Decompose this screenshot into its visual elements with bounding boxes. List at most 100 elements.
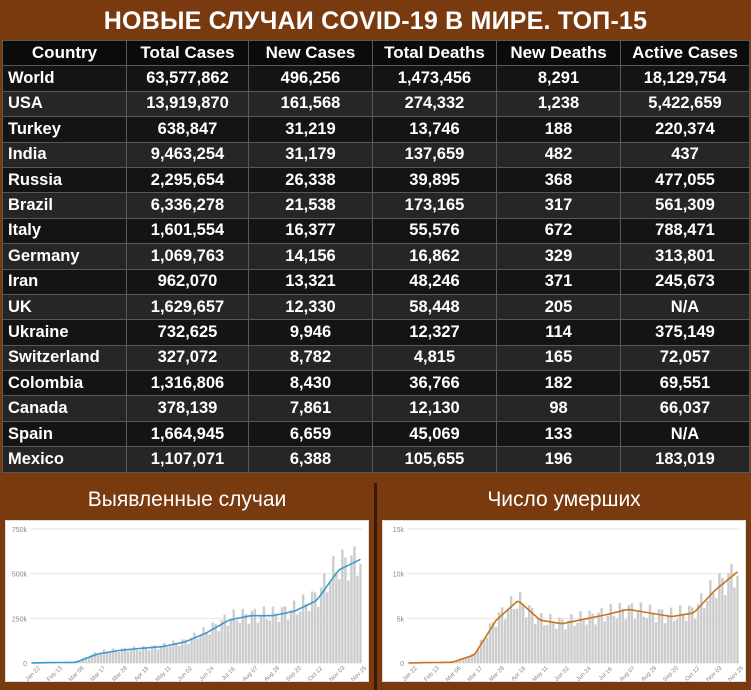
chart-bar [549, 614, 552, 663]
chart-bar [684, 620, 688, 663]
chart-bar [657, 608, 661, 663]
chart-bar [721, 577, 724, 663]
y-tick-label: 10k [393, 572, 405, 579]
chart-bar [250, 610, 254, 663]
cell-active-cases: N/A [620, 293, 750, 321]
chart-bar [509, 596, 513, 663]
chart-bar [528, 605, 531, 663]
cell-total-deaths: 36,766 [372, 370, 497, 397]
cell-country: USA [2, 90, 127, 118]
page-title: НОВЫЕ СЛУЧАИ COVID-19 В МИРЕ. ТОП-15 [0, 0, 751, 40]
cell-new-cases: 14,156 [248, 243, 373, 270]
table-row: Ukraine 732,625 9,946 12,327 114 375,149 [2, 319, 750, 346]
covid-table: Country Total Cases New Cases Total Deat… [2, 39, 750, 473]
chart-bar [199, 636, 202, 663]
table-header-row: Country Total Cases New Cases Total Deat… [2, 39, 750, 67]
trend-line [408, 571, 738, 664]
chart-bar [289, 609, 293, 663]
cell-country: Canada [2, 395, 127, 422]
chart-bar [253, 608, 257, 663]
cell-new-cases: 161,568 [248, 90, 373, 118]
chart-bar [618, 602, 621, 663]
chart-bar [332, 556, 335, 663]
table-row: India 9,463,254 31,179 137,659 482 437 [2, 141, 750, 168]
chart-bar [307, 611, 311, 663]
cell-country: Germany [2, 243, 127, 270]
chart-bar [271, 606, 275, 663]
chart-bar [591, 613, 594, 663]
x-tick-label: Feb 13 [46, 665, 64, 681]
chart-bar [274, 613, 278, 663]
cell-country: Turkey [2, 116, 127, 143]
cell-active-cases: 788,471 [620, 217, 750, 245]
y-tick-label: 0 [400, 661, 404, 668]
chart-bar [102, 649, 106, 663]
chart-bar [597, 612, 600, 663]
chart-bar [666, 614, 670, 663]
trend-line [31, 558, 361, 664]
chart-bar [603, 621, 606, 663]
chart-bar [706, 600, 709, 663]
chart-bar [663, 623, 667, 663]
deaths-chart: 0 5k 10k 15k Jan 22 Feb 13 Mar 06 Mar 17 Mar 28 A… [382, 520, 746, 682]
chart-bar [157, 649, 160, 663]
chart-bar [154, 645, 157, 663]
chart-bar [238, 622, 241, 663]
cell-country: Ukraine [2, 319, 127, 346]
chart-bar [205, 632, 208, 663]
x-tick-label: Apr 19 [511, 665, 528, 681]
chart-bar [126, 651, 130, 663]
chart-bar [132, 646, 136, 663]
chart-bar [555, 628, 558, 663]
cell-total-cases: 1,601,554 [126, 217, 249, 245]
table-row: Canada 378,139 7,861 12,130 98 66,037 [2, 395, 750, 422]
x-tick-label: Jul 16 [221, 666, 237, 681]
chart-bar [512, 609, 516, 663]
x-tick-label: Oct 12 [307, 665, 324, 681]
chart-bar [455, 660, 459, 663]
chart-bar [359, 563, 362, 663]
chart-bar [612, 615, 615, 663]
chart-bar [353, 546, 356, 663]
col-header-new-deaths: New Deaths [496, 39, 621, 67]
chart-bar [645, 618, 649, 663]
chart-bar [497, 612, 501, 663]
x-tick-label: Mar 28 [488, 665, 506, 681]
table-row: World 63,577,862 496,256 1,473,456 8,291 18,1… [2, 65, 750, 92]
cell-new-cases: 6,388 [248, 446, 373, 473]
chart-bar [123, 647, 127, 663]
table-row: Colombia 1,316,806 8,430 36,766 182 69,551 [2, 370, 750, 397]
x-tick-label: Jun 24 [199, 665, 216, 681]
cell-total-cases: 638,847 [126, 116, 249, 143]
cell-active-cases: 375,149 [620, 319, 750, 346]
chart-bar [588, 610, 591, 663]
col-header-country: Country [2, 39, 127, 67]
x-tick-label: Oct 12 [684, 665, 701, 681]
cases-chart-svg: 0 250k 500k 750k Jan 22 Feb 13 Mar 06 Mar 17 Mar… [12, 527, 368, 681]
cell-active-cases: 66,037 [620, 395, 750, 422]
chart-bar [193, 632, 196, 663]
cases-panel-title: Выявленные случаи [0, 483, 374, 517]
chart-bar [78, 660, 82, 663]
chart-bar [518, 592, 522, 663]
chart-bar [114, 649, 118, 663]
chart-bar [636, 612, 640, 663]
y-tick-label: 0 [23, 661, 27, 668]
chart-bar [211, 622, 214, 663]
chart-bar [344, 557, 347, 663]
chart-bar [108, 652, 112, 663]
chart-bar [582, 620, 585, 663]
chart-bar [105, 651, 109, 663]
cell-active-cases: 183,019 [620, 446, 750, 473]
table-row: Mexico 1,107,071 6,388 105,655 196 183,019 [2, 446, 750, 473]
cell-active-cases: N/A [620, 420, 750, 448]
chart-bar [268, 620, 272, 663]
cell-new-deaths: 368 [496, 166, 621, 194]
cell-total-deaths: 105,655 [372, 446, 497, 473]
chart-bar [567, 620, 570, 663]
cell-total-cases: 2,295,654 [126, 166, 249, 194]
chart-bar [175, 643, 178, 663]
table-row: Iran 962,070 13,321 48,246 371 245,673 [2, 268, 750, 295]
chart-bar [320, 587, 323, 663]
chart-bar [540, 613, 543, 663]
